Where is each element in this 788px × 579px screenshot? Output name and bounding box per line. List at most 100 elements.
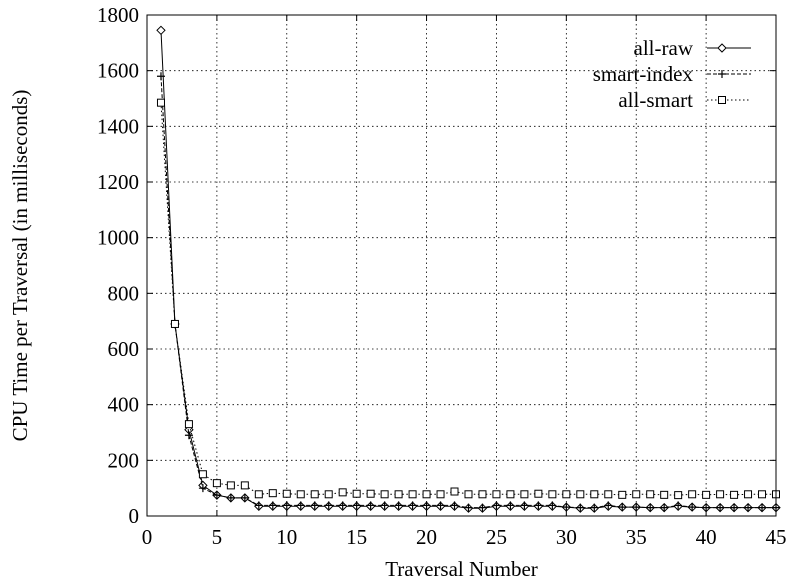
y-tick-label: 600 bbox=[108, 337, 140, 361]
series-smart-index bbox=[156, 72, 780, 512]
data-point-smart-index bbox=[156, 72, 165, 81]
data-point-all-smart bbox=[604, 490, 613, 499]
data-point-all-smart bbox=[394, 490, 403, 499]
data-point-smart-index bbox=[422, 501, 431, 510]
data-point-all-smart bbox=[576, 490, 585, 499]
x-tick-label: 40 bbox=[696, 525, 717, 549]
y-tick-label: 1200 bbox=[97, 170, 139, 194]
data-point-all-smart bbox=[422, 490, 431, 499]
data-point-all-smart bbox=[352, 489, 361, 498]
data-point-all-smart bbox=[674, 491, 683, 500]
x-tick-label: 0 bbox=[142, 525, 153, 549]
y-tick-label: 0 bbox=[129, 504, 140, 528]
data-point-smart-index bbox=[380, 501, 389, 510]
data-point-all-smart bbox=[618, 490, 627, 499]
series-line-smart-index bbox=[160, 76, 776, 509]
data-point-smart-index bbox=[730, 503, 739, 512]
grid-lines bbox=[147, 15, 776, 516]
data-point-smart-index bbox=[212, 491, 221, 500]
axis-ticks: 0 5 10 15 20 25 30 35 40 45 0 200 400 600 800 1000 1200 1… bbox=[97, 3, 787, 549]
data-point-all-smart bbox=[170, 319, 179, 328]
data-point-smart-index bbox=[744, 503, 753, 512]
data-point-smart-index bbox=[674, 501, 683, 510]
data-point-all-smart bbox=[688, 490, 697, 499]
data-point-all-smart bbox=[506, 490, 515, 499]
data-point-all-smart bbox=[744, 490, 753, 499]
data-point-all-smart bbox=[380, 490, 389, 499]
data-point-all-smart bbox=[310, 490, 319, 499]
series-layer bbox=[156, 25, 781, 513]
y-tick-label: 1000 bbox=[97, 226, 139, 250]
legend-label-all-raw: all-raw bbox=[634, 36, 694, 60]
data-point-smart-index bbox=[688, 503, 697, 512]
x-axis-label: Traversal Number bbox=[385, 557, 538, 579]
data-point-all-smart bbox=[758, 490, 767, 499]
legend-marker-smart-index bbox=[718, 70, 726, 78]
data-point-all-smart bbox=[156, 98, 165, 107]
data-point-all-smart bbox=[240, 481, 249, 490]
data-point-all-smart bbox=[450, 487, 459, 496]
data-point-all-smart bbox=[268, 489, 277, 498]
data-point-smart-index bbox=[296, 501, 305, 510]
x-tick-label: 15 bbox=[346, 525, 367, 549]
data-point-all-raw bbox=[156, 25, 166, 36]
data-point-smart-index bbox=[534, 501, 543, 510]
data-point-smart-index bbox=[226, 493, 235, 502]
data-point-smart-index bbox=[548, 501, 557, 510]
data-point-all-smart bbox=[212, 479, 221, 488]
data-point-all-smart bbox=[338, 488, 347, 497]
y-tick-label: 800 bbox=[108, 281, 140, 305]
x-tick-label: 25 bbox=[486, 525, 507, 549]
x-tick-label: 45 bbox=[766, 525, 787, 549]
data-point-smart-index bbox=[450, 501, 459, 510]
data-point-smart-index bbox=[352, 501, 361, 510]
data-point-all-smart bbox=[632, 490, 641, 499]
data-point-all-smart bbox=[296, 490, 305, 499]
series-all-smart bbox=[156, 98, 780, 500]
data-point-all-smart bbox=[660, 490, 669, 499]
data-point-smart-index bbox=[758, 503, 767, 512]
data-point-smart-index bbox=[604, 501, 613, 510]
legend-label-all-smart: all-smart bbox=[618, 88, 693, 112]
y-tick-label: 1400 bbox=[97, 114, 139, 138]
data-point-all-smart bbox=[716, 490, 725, 499]
data-point-smart-index bbox=[338, 501, 347, 510]
data-point-smart-index bbox=[576, 503, 585, 512]
data-point-smart-index bbox=[492, 501, 501, 510]
x-tick-label: 5 bbox=[212, 525, 223, 549]
legend-label-smart-index: smart-index bbox=[593, 62, 694, 86]
data-point-all-smart bbox=[534, 489, 543, 498]
data-point-smart-index bbox=[198, 484, 207, 493]
data-point-smart-index bbox=[436, 501, 445, 510]
data-point-all-smart bbox=[730, 490, 739, 499]
data-point-all-smart bbox=[282, 489, 291, 498]
data-point-all-smart bbox=[590, 490, 599, 499]
y-tick-label: 400 bbox=[108, 393, 140, 417]
plot-frame bbox=[146, 14, 777, 517]
data-point-all-smart bbox=[702, 490, 711, 499]
data-point-all-smart bbox=[478, 490, 487, 499]
data-point-smart-index bbox=[184, 431, 193, 440]
data-point-all-smart bbox=[464, 490, 473, 499]
data-point-all-smart bbox=[562, 490, 571, 499]
data-point-smart-index bbox=[394, 501, 403, 510]
y-tick-label: 1800 bbox=[97, 3, 139, 27]
data-point-smart-index bbox=[646, 503, 655, 512]
data-point-smart-index bbox=[464, 503, 473, 512]
legend-marker-all-raw bbox=[717, 43, 727, 53]
data-point-all-smart bbox=[324, 490, 333, 499]
data-point-all-smart bbox=[548, 490, 557, 499]
data-point-smart-index bbox=[632, 503, 641, 512]
data-point-all-smart bbox=[366, 489, 375, 498]
data-point-smart-index bbox=[506, 501, 515, 510]
data-point-all-smart bbox=[184, 420, 193, 429]
x-tick-label: 35 bbox=[626, 525, 647, 549]
data-point-all-smart bbox=[520, 490, 529, 499]
data-point-all-smart bbox=[646, 490, 655, 499]
data-point-smart-index bbox=[240, 493, 249, 502]
data-point-smart-index bbox=[590, 503, 599, 512]
data-point-smart-index bbox=[478, 503, 487, 512]
data-point-smart-index bbox=[660, 503, 669, 512]
